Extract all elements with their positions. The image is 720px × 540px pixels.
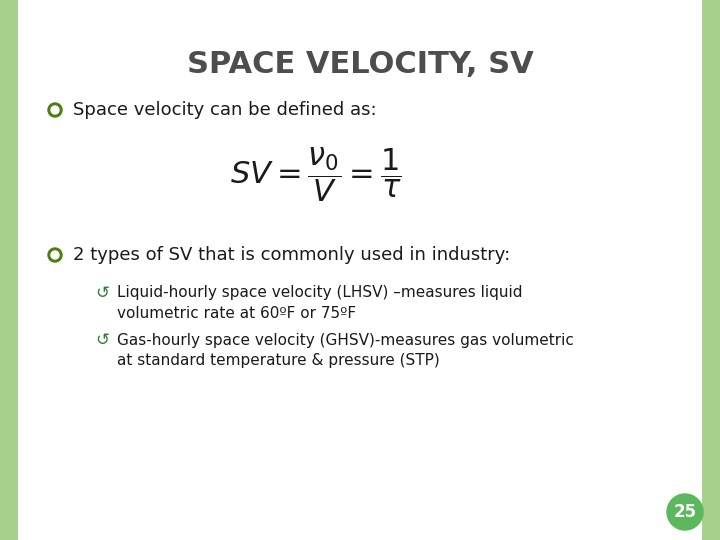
Text: Gas-hourly space velocity (GHSV)-measures gas volumetric: Gas-hourly space velocity (GHSV)-measure… xyxy=(117,333,574,348)
Text: volumetric rate at 60ºF or 75ºF: volumetric rate at 60ºF or 75ºF xyxy=(117,306,356,321)
Circle shape xyxy=(667,494,703,530)
Text: Liquid-hourly space velocity (LHSV) –measures liquid: Liquid-hourly space velocity (LHSV) –mea… xyxy=(117,286,523,300)
Circle shape xyxy=(51,251,59,259)
Text: ↺: ↺ xyxy=(95,331,109,349)
Text: Space velocity can be defined as:: Space velocity can be defined as: xyxy=(73,101,377,119)
Text: 25: 25 xyxy=(673,503,696,521)
Text: at standard temperature & pressure (STP): at standard temperature & pressure (STP) xyxy=(117,353,440,368)
Text: $SV = \dfrac{\nu_0}{V} = \dfrac{1}{\tau}$: $SV = \dfrac{\nu_0}{V} = \dfrac{1}{\tau}… xyxy=(230,146,402,204)
FancyBboxPatch shape xyxy=(702,0,720,540)
Circle shape xyxy=(48,248,62,262)
Text: SPACE VELOCITY, SV: SPACE VELOCITY, SV xyxy=(186,50,534,79)
FancyBboxPatch shape xyxy=(0,0,18,540)
Circle shape xyxy=(51,106,59,114)
Circle shape xyxy=(48,103,62,117)
Text: ↺: ↺ xyxy=(95,284,109,302)
Text: 2 types of SV that is commonly used in industry:: 2 types of SV that is commonly used in i… xyxy=(73,246,510,264)
